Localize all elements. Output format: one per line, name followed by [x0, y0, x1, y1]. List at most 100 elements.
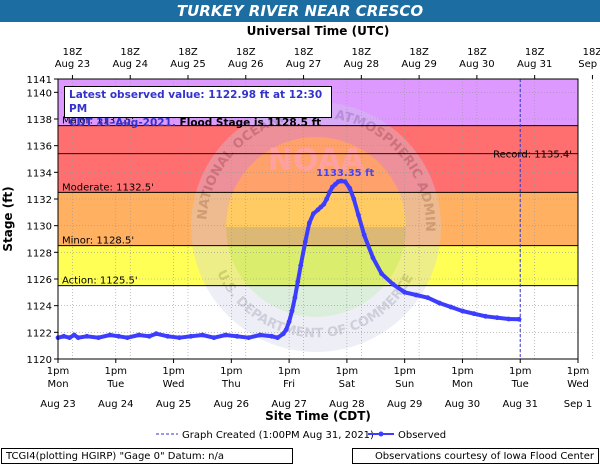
observed-point [483, 313, 488, 319]
legend-observed-label: Observed [398, 430, 446, 441]
observed-point [176, 335, 182, 341]
top-tick-date: Sep 1 [578, 59, 600, 70]
bottom-tick-time: 1pm [47, 366, 69, 377]
chart-title: TURKEY RIVER NEAR CRESCO [0, 0, 600, 22]
top-tick-time: 18Z [178, 47, 198, 58]
attribution-footer: Observations courtesy of Iowa Flood Cent… [352, 448, 599, 464]
observed-point [275, 335, 280, 341]
y-tick-label: 1136 [27, 142, 52, 153]
top-tick-time: 18Z [525, 47, 545, 58]
observed-point [67, 335, 72, 341]
observed-point [280, 331, 286, 337]
bottom-tick-time: 1pm [162, 366, 184, 377]
top-tick-date: Aug 25 [170, 59, 205, 70]
y-tick-label: 1132 [27, 195, 52, 206]
observed-point [413, 292, 419, 298]
watermark-center-disc [226, 137, 406, 317]
threshold-minor-label: Minor: 1128.5' [62, 236, 134, 247]
top-tick-date: Aug 23 [55, 59, 90, 70]
observed-point [165, 333, 171, 339]
top-tick-date: Aug 31 [517, 59, 552, 70]
bottom-tick-day: Sat [339, 379, 355, 390]
bottom-tick-date: Aug 23 [40, 399, 75, 410]
observed-point [246, 335, 252, 341]
observed-point [310, 211, 316, 217]
observed-point [61, 333, 67, 339]
plot-frame [57, 78, 579, 360]
observed-point [390, 281, 396, 287]
observed-point [75, 335, 81, 341]
threshold-action-label: Action: 1125.5' [62, 276, 138, 287]
top-tick-time: 18Z [294, 47, 314, 58]
y-tick-label: 1124 [27, 302, 52, 313]
bottom-tick-time: 1pm [220, 366, 242, 377]
bottom-tick-date: Aug 27 [271, 399, 306, 410]
y-tick-label: 1122 [27, 328, 52, 339]
observed-point [324, 196, 330, 202]
legend: Graph Created (1:00PM Aug 31, 2021) Obser… [156, 430, 446, 441]
observed-point [347, 185, 353, 191]
observed-point [289, 308, 295, 314]
y-tick-label: 1120 [27, 355, 52, 366]
y-tick-label: 1126 [27, 275, 52, 286]
bottom-tick-day: Mon [452, 379, 473, 390]
bottom-tick-day: Fri [283, 379, 295, 390]
observed-point [506, 316, 512, 322]
bottom-tick-date: Aug 31 [503, 399, 538, 410]
top-tick-date: Aug 26 [228, 59, 263, 70]
observed-point [327, 189, 332, 195]
axes: Universal Time (UTC) 18Z Aug 23 18Z Aug 24 18… [1, 24, 600, 423]
bottom-tick-date: Aug 30 [445, 399, 480, 410]
observed-point [351, 196, 357, 202]
observed-point [153, 331, 159, 337]
bottom-tick-time: 1pm [567, 366, 589, 377]
bottom-tick-date: Aug 29 [387, 399, 422, 410]
info-line1: Latest observed value: 1122.98 ft at 12:… [69, 89, 323, 115]
watermark-lower-half [226, 227, 406, 317]
band-moderate [58, 192, 578, 246]
observed-point [107, 332, 113, 338]
y-tick-label: 1141 [27, 75, 52, 86]
watermark-ring [191, 102, 441, 352]
band-minor [58, 245, 578, 286]
top-tick-time: 18Z [467, 47, 487, 58]
top-axis-title: Universal Time (UTC) [247, 24, 390, 38]
observed-point [223, 332, 228, 338]
top-tick-time: 18Z [120, 47, 140, 58]
observed-point [516, 316, 522, 322]
observed-point [283, 327, 289, 333]
threshold-major-label: Major: 1137.5' [62, 116, 134, 127]
top-tick-date: Aug 27 [286, 59, 321, 70]
top-tick-date: Aug 29 [401, 59, 436, 70]
bottom-axis-title: Site Time (CDT) [265, 409, 371, 423]
bottom-tick-day: Wed [163, 379, 185, 390]
observed-point [356, 212, 361, 218]
bottom-tick-time: 1pm [509, 366, 531, 377]
threshold-lines: Action: 1125.5' Minor: 1128.5' Moderate: 1… [58, 79, 578, 359]
observed-point [338, 178, 344, 184]
observed-point [295, 279, 301, 285]
top-tick-time: 18Z [236, 47, 256, 58]
bottom-tick-day: Mon [47, 379, 68, 390]
observed-point [211, 335, 217, 341]
band-major [58, 125, 578, 193]
threshold-record-label: Record: 1135.4' [493, 150, 572, 161]
observed-point [96, 335, 101, 341]
bottom-tick-time: 1pm [336, 366, 358, 377]
bottom-tick-time: 1pm [278, 366, 300, 377]
bottom-tick-day: Thu [221, 379, 241, 390]
observed-point [124, 335, 130, 341]
legend-observed-dot [378, 431, 384, 437]
y-tick-label: 1128 [27, 248, 52, 259]
bottom-tick-date: Aug 24 [98, 399, 133, 410]
observed-point [292, 295, 298, 301]
observed-point [321, 201, 327, 207]
observed-point [116, 333, 122, 339]
observed-point [436, 300, 442, 306]
observed-point [471, 311, 477, 317]
bottom-tick-date: Aug 28 [329, 399, 364, 410]
observed-point [448, 304, 454, 310]
info-line2a: CDT 31-Aug-2021. [69, 117, 176, 129]
observed-point [84, 333, 90, 339]
observed-point [361, 232, 367, 238]
